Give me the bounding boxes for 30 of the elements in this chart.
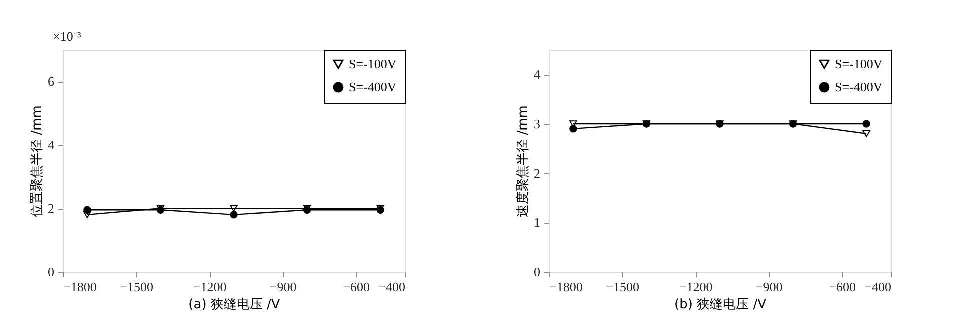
y-tick-label: 4	[534, 67, 541, 82]
x-axis-title: (b) 狭缝电压 /V	[674, 298, 767, 312]
y-tick-label: 4	[48, 138, 55, 153]
y-axis-title: 速度聚焦半径 /mm	[515, 106, 531, 218]
x-tick-label: −900	[270, 280, 297, 294]
x-tick-label: −1500	[606, 280, 640, 294]
x-tick-label: −600	[343, 280, 370, 294]
y-axis-title: 位置聚焦半径 /mm	[30, 106, 45, 218]
legend-label: S=-400V	[349, 80, 398, 94]
y-tick-label: 2	[534, 166, 540, 181]
legend-label: S=-100V	[835, 56, 884, 72]
x-tick-label: −1800	[550, 280, 583, 294]
x-tick-label: −600	[829, 280, 856, 294]
y-tick-label: 0	[534, 264, 540, 280]
y-tick-label: 2	[48, 201, 54, 216]
x-tick-label: −400	[378, 280, 406, 294]
y-tick-label: 6	[48, 74, 55, 90]
x-tick-label: −1200	[679, 280, 713, 294]
legend-label: S=-100V	[349, 56, 398, 72]
x-tick-label: −1200	[193, 280, 227, 294]
x-tick-label: −900	[756, 280, 783, 294]
x-tick-label: −400	[864, 280, 892, 294]
x-axis-title: (a) 狭缝电压 /V	[188, 298, 280, 312]
y-tick-label: 3	[534, 116, 540, 132]
y-tick-label: 1	[534, 215, 540, 230]
x-tick-label: −1500	[120, 280, 154, 294]
text: ×10⁻³	[53, 29, 82, 44]
x-tick-label: −1800	[64, 280, 97, 294]
legend-label: S=-400V	[835, 80, 884, 94]
y-tick-label: 0	[48, 264, 54, 280]
